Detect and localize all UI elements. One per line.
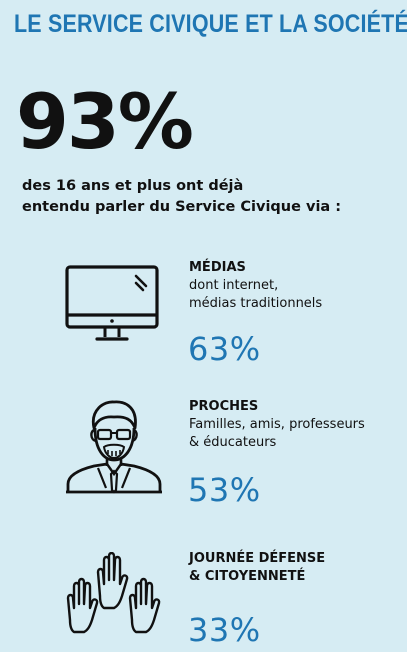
item-heading: PROCHES [189,399,259,414]
item-heading: MÉDIAS [189,260,246,275]
item-percent: 33% [188,611,261,649]
item-percent: 53% [188,471,261,509]
item-description-line-1: Familles, amis, professeurs [189,417,365,432]
headline-line-2: entendu parler du Service Civique via : [22,199,342,215]
headline-line-1: des 16 ans et plus ont déjà [22,178,244,194]
page-title: LE SERVICE CIVIQUE ET LA SOCIÉTÉ [14,10,407,38]
item-description-line-2: & éducateurs [189,435,277,450]
item-percent: 63% [188,330,261,368]
item-description: dont internet, médias traditionnels [189,277,322,313]
item-heading-line-1: JOURNÉE DÉFENSE [189,551,326,566]
headline-text: des 16 ans et plus ont déjà entendu parl… [22,176,341,218]
raised-hands-icon [66,552,161,634]
item-description: Familles, amis, professeurs & éducateurs [189,416,365,452]
headline-percent: 93% [16,77,194,166]
people-icon [66,400,162,494]
item-description-line-1: dont internet, [189,278,279,293]
item-description-line-2: médias traditionnels [189,296,323,311]
monitor-icon [65,265,159,341]
item-heading-line-2: & CITOYENNETÉ [189,569,306,584]
